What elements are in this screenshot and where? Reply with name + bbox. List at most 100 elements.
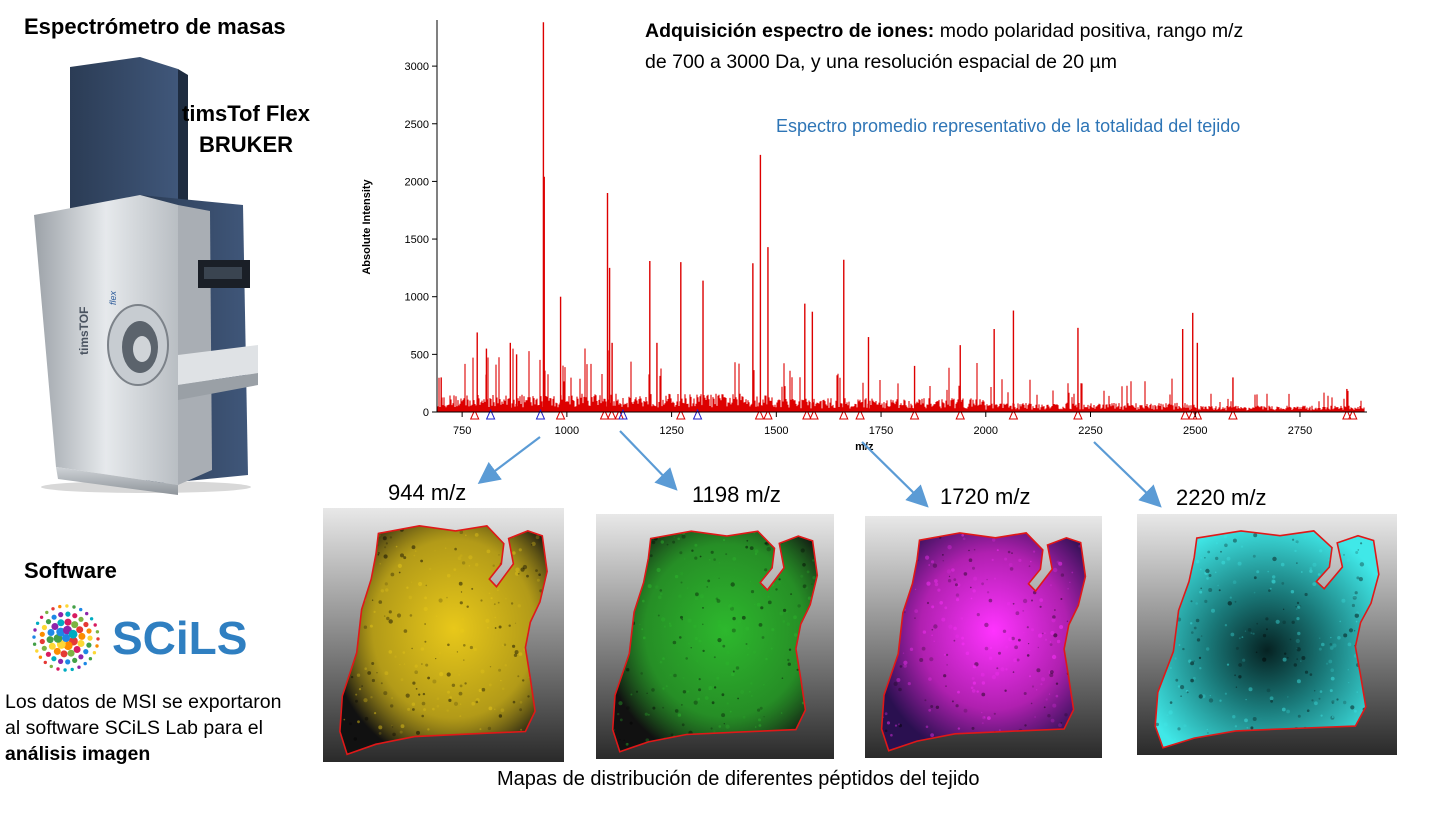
logo-dot xyxy=(35,649,39,653)
peak-marker xyxy=(909,408,920,420)
logo-dot xyxy=(57,619,65,627)
arrow-1720 xyxy=(861,441,929,508)
logo-dot xyxy=(77,665,81,669)
distribution-map-1198 xyxy=(596,514,834,759)
logo-dot xyxy=(49,664,53,669)
peak-marker xyxy=(485,408,496,420)
ms-title: Espectrómetro de masas xyxy=(24,14,286,39)
logo-dot xyxy=(78,632,86,640)
logo-dot xyxy=(45,651,51,657)
logo-dot xyxy=(86,628,92,634)
peak-marker xyxy=(1073,408,1083,420)
peak-marker xyxy=(606,408,617,420)
y-tick-label: 1500 xyxy=(405,234,429,246)
peak-marker xyxy=(855,408,865,420)
logo-dot xyxy=(33,628,37,632)
mass-spectrometer-image: timsTOF flex xyxy=(34,57,258,495)
tissue-intensity xyxy=(1155,530,1379,748)
x-ticks: 750 1000 1250 1500 1750 2000 2250 2500 2750 xyxy=(453,412,1312,437)
logo-dot xyxy=(93,623,97,627)
peak-marker xyxy=(1347,408,1358,420)
acquisition-bold: Adquisición espectro de iones: xyxy=(645,20,935,42)
logo-dot xyxy=(68,629,78,639)
map-label-2220: 2220 m/z xyxy=(1176,485,1267,510)
logo-dot xyxy=(39,631,45,637)
logo-dot xyxy=(79,607,83,612)
y-axis-label: Absolute Intensity xyxy=(361,178,373,274)
logo-dot xyxy=(71,621,79,629)
distribution-map-944 xyxy=(323,508,564,762)
logo-dot xyxy=(51,614,57,620)
peak-marker xyxy=(839,408,849,420)
logo-text: SCiLS xyxy=(112,612,247,664)
logo-dot xyxy=(41,624,47,631)
peak-marker xyxy=(1187,408,1198,420)
logo-dot xyxy=(39,615,44,619)
logo-dot xyxy=(51,607,55,611)
logo-dot xyxy=(48,642,56,650)
peak-marker xyxy=(469,408,480,420)
peak-marker xyxy=(618,408,628,420)
logo-dot xyxy=(73,646,81,653)
logo-dot xyxy=(77,640,85,647)
peak-marker xyxy=(676,408,686,420)
map-label-1720: 1720 m/z xyxy=(940,484,1031,509)
logo-dot xyxy=(65,604,69,608)
logo-dot xyxy=(58,658,64,664)
spectrum-baseline-noise xyxy=(437,348,1365,412)
instrument-line-2: BRUKER xyxy=(198,132,294,157)
x-tick-label: 1500 xyxy=(764,425,788,437)
peak-markers xyxy=(469,408,1358,420)
bottom-caption: Mapas de distribución de diferentes pépt… xyxy=(497,768,980,790)
logo-dot xyxy=(51,656,57,662)
logo-dot xyxy=(67,649,75,657)
logo-dot xyxy=(78,654,84,660)
y-tick-label: 0 xyxy=(423,407,429,419)
peak-marker xyxy=(555,408,566,420)
peak-marker xyxy=(763,408,773,420)
x-tick-label: 1750 xyxy=(869,425,893,437)
peak-marker xyxy=(1342,408,1352,420)
logo-dot xyxy=(95,630,100,634)
x-tick-label: 2500 xyxy=(1183,425,1207,437)
logo-dot xyxy=(60,650,68,658)
acquisition-rest: modo polaridad positiva, rango m/z xyxy=(934,20,1244,42)
peak-marker xyxy=(802,408,812,420)
logo-dot xyxy=(65,611,71,617)
logo-dot xyxy=(63,668,67,672)
logo-dot xyxy=(65,659,71,665)
logo-dot xyxy=(88,657,93,661)
logo-dot xyxy=(51,623,59,630)
instrument-line-1: timsTof Flex xyxy=(182,101,310,126)
y-ticks: 0 500 1000 1500 2000 2500 3000 xyxy=(405,61,437,419)
logo-dot xyxy=(63,641,73,651)
peak-marker xyxy=(1008,408,1019,420)
logo-dot xyxy=(41,645,47,651)
arrow-2220 xyxy=(1093,441,1162,508)
logo-dot xyxy=(56,667,60,671)
map-label-1198: 1198 m/z xyxy=(692,482,781,507)
y-tick-label: 500 xyxy=(411,349,429,361)
desc-line-3: análisis imagen xyxy=(5,743,151,765)
logo-dot xyxy=(56,627,66,637)
logo-dot xyxy=(83,649,89,655)
x-tick-label: 2000 xyxy=(974,425,998,437)
peak-marker xyxy=(599,408,610,420)
peak-marker xyxy=(1180,408,1190,420)
peak-marker xyxy=(692,408,703,420)
tissue-outline xyxy=(1154,530,1380,749)
logo-dot xyxy=(43,660,47,665)
peak-marker xyxy=(1228,408,1238,420)
logo-dot xyxy=(72,613,78,619)
arrow-944 xyxy=(477,436,541,484)
scils-logo: SCiLS xyxy=(32,604,247,672)
peak-marker xyxy=(809,408,819,420)
distribution-map-1720 xyxy=(865,516,1102,758)
tissue-outline xyxy=(880,532,1087,752)
tissue-intensity xyxy=(339,525,548,755)
svg-text:flex: flex xyxy=(108,290,118,305)
acquisition-text: Adquisición espectro de iones: modo pola… xyxy=(645,16,1243,78)
x-tick-label: 1000 xyxy=(555,425,579,437)
logo-dot xyxy=(64,618,72,626)
